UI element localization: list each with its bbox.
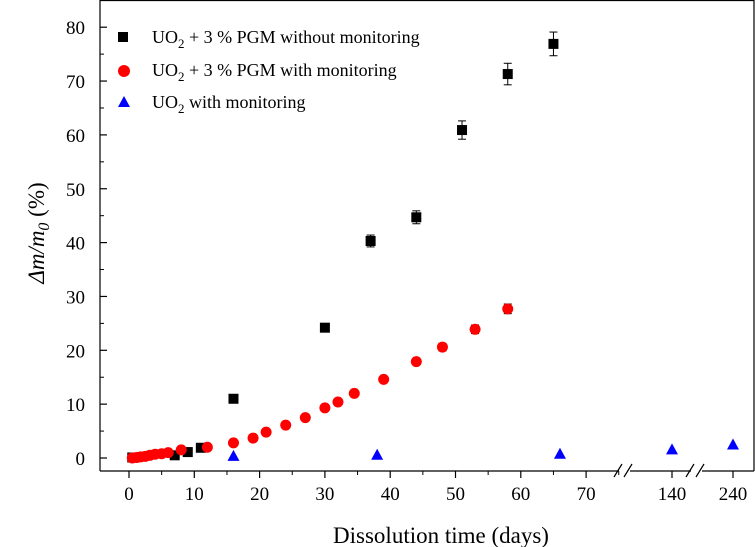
legend-label: UO2 with monitoring xyxy=(152,92,306,116)
axis-break-marker xyxy=(685,463,705,478)
data-point-triangle xyxy=(227,449,240,461)
x-tick-label: 0 xyxy=(124,484,134,505)
data-point-circle xyxy=(410,356,422,368)
data-point-square xyxy=(169,450,180,461)
legend-item: UO2 + 3 % PGM with monitoring xyxy=(118,60,397,84)
data-point-circle xyxy=(436,341,448,353)
legend: UO2 + 3 % PGM without monitoring UO2 + 3… xyxy=(118,27,420,116)
error-bars xyxy=(229,31,558,402)
data-point-circle xyxy=(201,441,213,453)
x-tick-label: 70 xyxy=(577,484,596,505)
y-axis-title: Δm/m0 (%) xyxy=(24,182,53,284)
data-point-circle xyxy=(332,396,344,408)
y-tick-label: 10 xyxy=(66,395,85,416)
data-point-circle xyxy=(502,303,514,315)
data-point-circle xyxy=(280,419,292,431)
data-point-triangle xyxy=(727,438,739,450)
y-tick-label: 0 xyxy=(76,449,86,470)
x-tick-label: 10 xyxy=(185,484,204,505)
y-tick-label: 70 xyxy=(66,72,85,93)
x-tick-label: 20 xyxy=(250,484,269,505)
y-tick-label: 30 xyxy=(66,287,85,308)
data-point-square xyxy=(319,322,330,333)
data-point-square xyxy=(411,212,422,223)
data-point-square xyxy=(457,125,468,136)
data-point-circle xyxy=(162,447,174,459)
data-point-circle xyxy=(175,444,187,456)
data-point-square xyxy=(182,447,193,458)
data-point-circle xyxy=(378,373,390,385)
data-point-square xyxy=(228,393,239,404)
x-tick-label: 30 xyxy=(315,484,334,505)
data-point-square xyxy=(195,442,206,453)
x-axis-title: Dissolution time (days) xyxy=(333,523,549,547)
data-point-square xyxy=(548,38,559,49)
data-point-circle xyxy=(299,412,311,424)
y-tick-label: 40 xyxy=(66,234,85,255)
data-point-triangle xyxy=(371,448,384,460)
y-tick-label: 60 xyxy=(66,126,85,147)
legend-marker-square xyxy=(118,32,128,42)
legend-item: UO2 with monitoring xyxy=(118,92,306,116)
x-tick-label: 40 xyxy=(381,484,400,505)
axis-break-marker xyxy=(613,463,633,478)
data-point-square xyxy=(365,235,376,246)
y-tick-label: 20 xyxy=(66,341,85,362)
x-tick-label: 140 xyxy=(658,484,687,505)
x-tick-label: 60 xyxy=(511,484,530,505)
legend-label: UO2 + 3 % PGM with monitoring xyxy=(152,60,397,84)
axis-ticks xyxy=(100,26,734,478)
tick-labels: 0 10 20 30 40 50 60 70 140 240 0 10 20 30 40 50 60 70 80 xyxy=(66,18,747,505)
legend-label: UO2 + 3 % PGM without monitoring xyxy=(152,27,420,51)
legend-item: UO2 + 3 % PGM without monitoring xyxy=(118,27,420,51)
x-tick-label: 50 xyxy=(446,484,465,505)
legend-marker-circle xyxy=(118,65,130,77)
data-point-circle xyxy=(260,426,272,438)
data-point-square xyxy=(502,69,513,80)
data-markers xyxy=(126,38,739,464)
data-point-circle xyxy=(247,432,259,444)
data-point-circle xyxy=(469,323,481,335)
data-point-triangle xyxy=(553,447,566,459)
data-point-triangle xyxy=(666,443,678,455)
data-point-circle xyxy=(348,387,360,399)
y-tick-label: 50 xyxy=(66,180,85,201)
x-tick-label: 240 xyxy=(719,484,748,505)
legend-marker-triangle xyxy=(118,96,130,107)
data-point-circle xyxy=(319,402,331,414)
data-point-circle xyxy=(227,437,239,449)
y-tick-label: 80 xyxy=(66,18,85,39)
